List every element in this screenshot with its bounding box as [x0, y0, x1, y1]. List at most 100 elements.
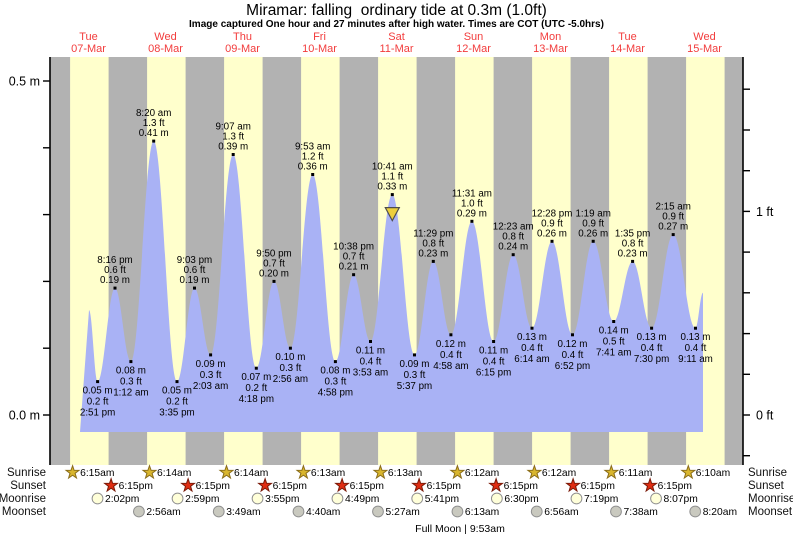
tide-extreme-dot	[492, 340, 496, 343]
tide-extreme-label: 9:03 pm 0.6 ft 0.19 m	[177, 255, 212, 286]
moonset-icon	[610, 505, 622, 518]
tide-extreme-label: 10:38 pm 0.7 ft 0.21 m	[333, 242, 374, 273]
full-moon-label: Full Moon | 9:53am	[415, 523, 505, 535]
moonrise-time: 3:55pm	[265, 494, 299, 505]
sunrise-star-icon	[218, 464, 235, 480]
moonset-icon	[292, 505, 305, 518]
tide-extreme-label: 0.05 m 0.2 ft 2:51 pm	[80, 386, 115, 419]
tide-extreme-dot	[272, 279, 276, 283]
tide-extreme-label: 1:19 am 0.9 ft 0.26 m	[575, 208, 610, 239]
tide-extreme-dot	[288, 346, 292, 350]
tide-extreme-dot	[352, 273, 356, 277]
moonset-icon	[451, 505, 464, 518]
tide-extreme-label: 1:35 pm 0.8 ft 0.23 m	[615, 228, 650, 259]
tide-extreme-dot	[591, 239, 595, 243]
sunset-star-icon	[488, 477, 504, 493]
sunset-time: 6:15pm	[504, 481, 538, 492]
moonset-icon	[689, 505, 702, 518]
tide-extreme-dot	[129, 360, 133, 364]
tide-extreme-label: 11:29 pm 0.8 ft 0.23 m	[413, 228, 453, 259]
tide-extreme-label: 0.14 m 0.5 ft 7:41 am	[596, 326, 631, 359]
tide-extreme-dot	[96, 380, 100, 384]
tide-extreme-label: 10:41 am 1.1 ft 0.33 m	[372, 162, 413, 193]
moonrise-icon	[171, 492, 184, 505]
current-time-marker-icon	[384, 207, 401, 222]
tide-extreme-label: 0.08 m 0.3 ft 1:12 am	[113, 366, 148, 399]
moonset-time: 3:49am	[226, 507, 260, 518]
day-label: Wed 15-Mar	[687, 31, 722, 55]
sunset-time: 6:15pm	[427, 481, 461, 492]
tide-extreme-label: 0.12 m 0.4 ft 4:58 am	[433, 339, 468, 372]
tide-extreme-dot	[530, 326, 534, 330]
moonset-time: 2:56am	[146, 507, 180, 518]
sunset-star-icon	[411, 477, 427, 493]
sunrise-star-icon	[526, 464, 543, 480]
tide-extreme-label: 8:20 am 1.3 ft 0.41 m	[136, 108, 171, 139]
astro-row-label-right: Sunrise	[748, 467, 787, 479]
tide-extreme-label: 0.13 m 0.4 ft 9:11 am	[678, 332, 713, 365]
moonrise-time: 6:30pm	[504, 494, 538, 505]
sunset-star-icon	[565, 477, 581, 493]
tide-extreme-dot	[413, 353, 416, 357]
sunrise-time: 6:13am	[311, 468, 345, 479]
day-label: Sat 11-Mar	[379, 31, 413, 55]
day-label: Tue 14-Mar	[610, 31, 645, 55]
moonset-icon	[212, 505, 225, 518]
tide-extreme-label: 0.11 m 0.4 ft 3:53 am	[353, 346, 388, 379]
moonrise-time: 2:02pm	[105, 494, 139, 505]
tide-extreme-label: 0.11 m 0.4 ft 6:15 pm	[476, 346, 511, 379]
tide-extreme-label: 2:15 am 0.9 ft 0.27 m	[655, 202, 690, 233]
astro-row-label-left: Moonrise	[0, 493, 46, 505]
astro-row-label-left: Sunrise	[7, 467, 46, 479]
sunset-star-icon	[642, 477, 658, 493]
day-label: Thu 09-Mar	[225, 31, 260, 55]
sunrise-time: 6:13am	[388, 468, 422, 479]
left-axis-label: 0.5 m	[9, 75, 40, 89]
astro-row-label-right: Moonrise	[748, 493, 793, 505]
sunrise-time: 6:12am	[465, 468, 499, 479]
tide-extreme-label: 9:50 pm 0.7 ft 0.20 m	[256, 248, 291, 279]
sunset-star-icon	[180, 477, 196, 493]
moonrise-icon	[570, 492, 583, 505]
left-axis-label: 0.0 m	[9, 409, 40, 423]
tide-extreme-dot	[390, 193, 394, 197]
moonrise-icon	[411, 492, 424, 505]
astro-row-label-left: Moonset	[2, 506, 47, 518]
sunrise-time: 6:15am	[80, 468, 114, 479]
moonset-icon	[530, 505, 543, 518]
tide-extreme-label: 0.05 m 0.2 ft 3:35 pm	[159, 386, 194, 419]
moonrise-icon	[91, 492, 104, 505]
sunset-star-icon	[257, 477, 273, 493]
tide-extreme-dot	[612, 320, 616, 323]
sunrise-time: 6:11am	[619, 468, 653, 479]
sunset-time: 6:15pm	[119, 481, 153, 492]
day-label: Wed 08-Mar	[148, 31, 183, 55]
day-label: Tue 07-Mar	[71, 31, 106, 55]
tide-extreme-label: 9:07 am 1.3 ft 0.39 m	[215, 122, 250, 153]
moonrise-time: 8:07pm	[664, 494, 698, 505]
sunrise-star-icon	[64, 464, 81, 480]
sunset-time: 6:15pm	[581, 481, 615, 492]
sunrise-star-icon	[372, 464, 389, 480]
moonset-time: 7:38am	[624, 507, 658, 518]
tide-extreme-label: 0.10 m 0.3 ft 2:56 am	[273, 352, 308, 385]
moonset-time: 6:13am	[465, 507, 499, 518]
sunset-star-icon	[103, 477, 119, 493]
right-axis-label: 1 ft	[756, 205, 774, 219]
right-axis-label: 0 ft	[756, 409, 774, 423]
sunrise-star-icon	[603, 464, 620, 480]
chart-title: Miramar: falling ordinary tide at 0.3m (…	[246, 2, 547, 19]
sunset-time: 6:15pm	[350, 481, 384, 492]
moonset-icon	[133, 505, 145, 518]
tide-extreme-label: 12:23 am 0.8 ft 0.24 m	[493, 222, 534, 253]
tide-extreme-dot	[231, 153, 235, 156]
sunrise-star-icon	[680, 464, 697, 480]
tide-extreme-dot	[193, 286, 196, 290]
astro-row-label-right: Moonset	[748, 506, 793, 518]
moonrise-icon	[490, 492, 503, 505]
tide-extreme-dot	[152, 139, 156, 143]
tide-extreme-dot	[369, 340, 372, 343]
tide-extreme-label: 0.09 m 0.3 ft 5:37 pm	[397, 359, 432, 392]
tide-extreme-dot	[694, 326, 697, 330]
